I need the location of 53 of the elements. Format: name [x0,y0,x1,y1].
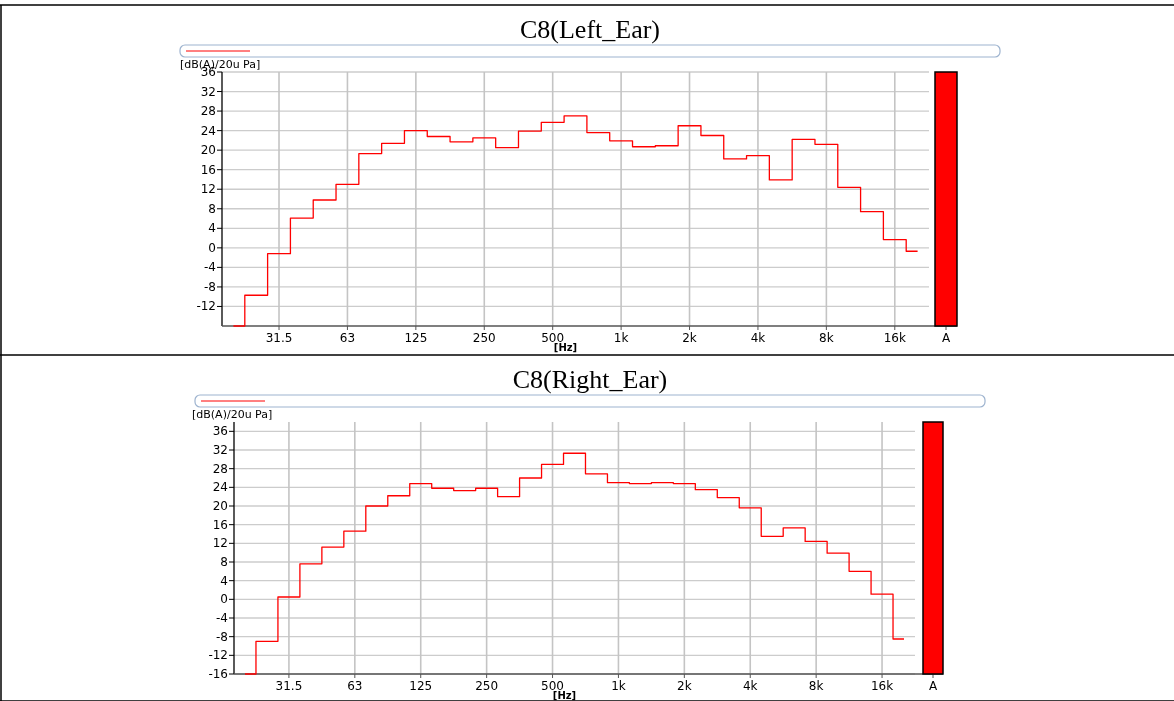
y-axis-title: [dB(A)/20u Pa] [192,408,273,421]
x-tick-label: 4k [742,679,758,693]
y-tick-label: 28 [212,461,228,476]
x-tick-label: A [928,679,938,693]
y-tick-label: 16 [200,162,216,177]
y-tick-label: 4 [208,221,216,236]
x-tick-label: 63 [347,679,363,693]
chart-title: C8(Right_Ear) [512,365,668,394]
y-tick-label: 8 [208,201,216,216]
y-tick-label: 32 [200,84,216,99]
x-tick-label: A [941,331,951,345]
y-tick-label: -12 [196,299,216,314]
y-tick-label: -8 [204,279,216,294]
x-tick-label: 125 [404,331,428,345]
y-tick-label: 12 [212,536,228,551]
chart-title: C8(Left_Ear) [519,15,661,44]
y-tick-label: 36 [212,424,228,439]
x-tick-label: 1k [613,331,629,345]
x-tick-label: 16k [870,679,894,693]
x-tick-label: 125 [409,679,433,693]
y-tick-label: -4 [216,611,228,625]
x-tick-label: 8k [819,331,834,345]
y-tick-label: 28 [200,104,216,119]
x-tick-label: 2k [677,679,692,693]
y-tick-label: 24 [200,123,216,138]
x-tick-label: 16k [883,331,906,345]
y-tick-label: -4 [204,260,216,275]
x-tick-label: 1k [611,679,626,693]
y-tick-label: 0 [208,240,216,255]
x-tick-label: 4k [750,331,766,345]
x-tick-label: 250 [475,679,499,693]
y-tick-label: 4 [220,573,228,588]
x-tick-label: 500 [541,679,564,693]
y-tick-label: 0 [220,592,228,607]
y-tick-label: 20 [200,143,216,158]
y-tick-label: 24 [212,480,228,495]
x-tick-label: 2k [682,331,697,345]
x-axis-title: [Hz] [552,690,577,701]
y-tick-label: 32 [212,443,228,457]
x-tick-label: 31.5 [265,331,293,345]
y-tick-label: 16 [212,517,228,532]
x-tick-label: 250 [472,331,496,345]
x-axis-title: [Hz] [553,342,578,353]
x-tick-label: 8k [808,679,824,693]
y-tick-label: 20 [212,499,228,513]
y-tick-label: 8 [220,555,228,569]
x-tick-label: 63 [339,331,356,345]
y-tick-label: 12 [200,182,216,197]
y-tick-label: -16 [208,667,228,681]
y-tick-label: -12 [208,648,228,663]
x-tick-label: 500 [541,331,565,345]
x-tick-label: 31.5 [275,679,303,693]
y-tick-label: -8 [216,629,228,644]
